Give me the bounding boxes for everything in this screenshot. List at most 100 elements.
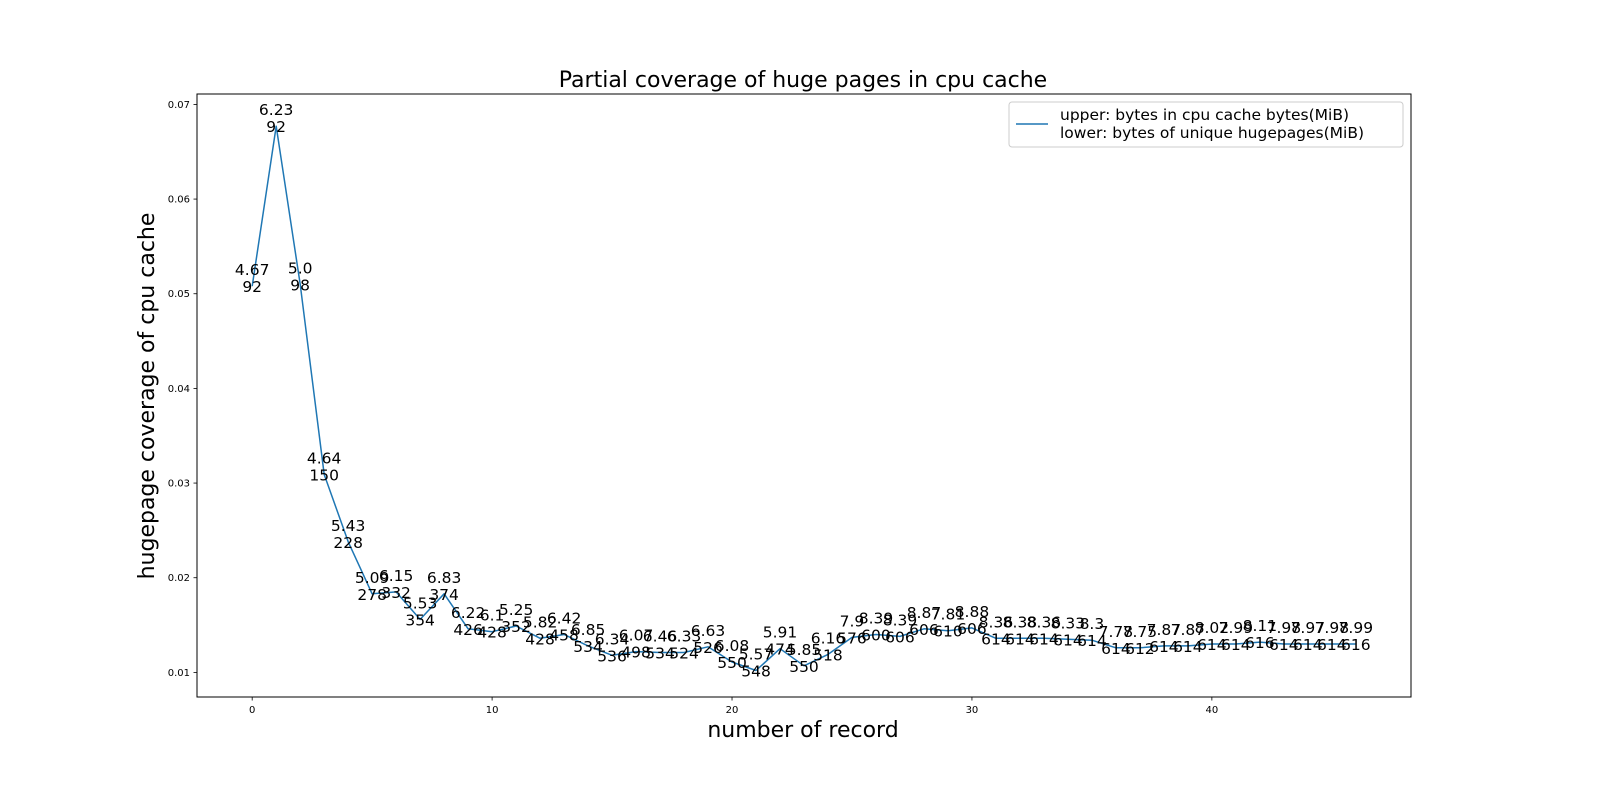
y-tick-label-0.01: 0.01: [168, 668, 190, 679]
data-label-upper-16: 6.07: [619, 627, 654, 645]
data-label-upper-42: 8.11: [1243, 617, 1278, 635]
data-label-40: 8.02 614: [1195, 619, 1230, 654]
data-label-upper-4: 5.43: [331, 517, 366, 535]
data-label-2: 5.0 98: [288, 259, 313, 294]
data-label-lower-16: 498: [621, 644, 651, 662]
data-label-upper-25: 7.9: [840, 612, 865, 630]
data-label-19: 6.63 526: [691, 622, 726, 657]
data-label-upper-23: 5.85: [787, 641, 822, 659]
y-tick-label-0.05: 0.05: [168, 289, 190, 300]
data-label-lower-28: 606: [909, 621, 939, 639]
data-label-38: 7.87 614: [1147, 621, 1182, 656]
data-label-lower-14: 534: [573, 638, 603, 656]
data-label-lower-1: 92: [266, 118, 286, 136]
data-label-upper-28: 8.87: [907, 604, 942, 622]
axis-ticks: 0 10 20 30 40 0.01 0.02 0.03 0.04 0.05 0.06 0.07: [168, 100, 1218, 716]
x-tick-label-20: 20: [726, 705, 739, 716]
legend-box: [1008, 101, 1404, 148]
data-label-45: 7.98 614: [1315, 619, 1350, 654]
data-label-lower-39: 614: [1173, 638, 1203, 656]
data-label-lower-38: 614: [1149, 638, 1179, 656]
data-label-21: 5.57 548: [739, 645, 774, 680]
data-label-26: 8.39 600: [859, 610, 894, 645]
data-label-17: 6.46 534: [643, 628, 678, 663]
y-tick-label-0.02: 0.02: [168, 573, 190, 584]
chart-title: Partial coverage of huge pages in cpu ca…: [559, 68, 1047, 93]
y-tick-label-0.07: 0.07: [168, 100, 190, 111]
x-tick-label-30: 30: [966, 705, 979, 716]
data-label-22: 5.91 474: [763, 624, 798, 659]
data-label-upper-27: 8.39: [883, 611, 918, 629]
data-label-7: 5.53 354: [403, 594, 438, 629]
data-label-14: 6.85 534: [571, 621, 606, 656]
y-tick-label-0.06: 0.06: [168, 195, 190, 206]
data-label-upper-22: 5.91: [763, 624, 798, 642]
data-label-27: 8.39 606: [883, 611, 918, 646]
data-label-lower-40: 614: [1197, 636, 1227, 654]
data-label-4: 5.43 228: [331, 517, 366, 552]
data-label-upper-35: 8.3: [1080, 615, 1105, 633]
data-label-lower-32: 614: [1005, 630, 1035, 648]
data-label-upper-0: 4.67: [235, 261, 270, 279]
data-label-33: 8.36 614: [1027, 613, 1062, 648]
data-label-lower-10: 428: [477, 624, 507, 642]
data-label-upper-44: 7.97: [1291, 619, 1326, 637]
data-label-upper-5: 5.09: [355, 569, 390, 587]
data-label-12: 5.82 428: [523, 613, 558, 648]
data-label-lower-37: 612: [1125, 640, 1155, 658]
legend-entry-line-2: lower: bytes of unique hugepages(MiB): [1060, 124, 1364, 142]
data-label-6: 6.15 332: [379, 567, 414, 602]
data-label-25: 7.9 576: [837, 612, 867, 647]
data-label-11: 5.25 352: [499, 601, 534, 636]
data-label-lower-27: 606: [885, 628, 915, 646]
data-label-upper-2: 5.0: [288, 259, 313, 277]
data-label-lower-45: 614: [1317, 636, 1347, 654]
data-label-upper-38: 7.87: [1147, 621, 1182, 639]
data-label-upper-10: 6.1: [480, 607, 505, 625]
data-label-upper-1: 6.23: [259, 101, 294, 119]
data-label-lower-2: 98: [290, 276, 310, 294]
data-label-lower-36: 614: [1101, 640, 1131, 658]
data-label-lower-7: 354: [405, 611, 435, 629]
data-label-lower-5: 278: [357, 586, 387, 604]
legend-entry-line-1: upper: bytes in cpu cache bytes(MiB): [1060, 106, 1349, 124]
data-label-lower-44: 614: [1293, 636, 1323, 654]
data-label-upper-17: 6.46: [643, 628, 678, 646]
data-label-upper-36: 7.78: [1099, 623, 1134, 641]
data-label-upper-11: 5.25: [499, 601, 534, 619]
x-tick-label-10: 10: [486, 705, 499, 716]
data-label-35: 8.3 614: [1077, 615, 1107, 650]
data-label-upper-15: 6.34: [595, 630, 630, 648]
data-label-41: 7.99 614: [1219, 619, 1254, 654]
data-label-upper-3: 4.64: [307, 450, 342, 468]
data-label-lower-22: 474: [765, 641, 795, 659]
data-label-13: 6.42 458: [547, 610, 582, 645]
data-label-lower-23: 550: [789, 658, 819, 676]
data-label-upper-40: 8.02: [1195, 619, 1230, 637]
data-label-39: 7.87 614: [1171, 621, 1206, 656]
data-label-46: 7.99 616: [1339, 619, 1374, 654]
data-label-1: 6.23 92: [259, 101, 294, 136]
data-label-24: 6.16 518: [811, 629, 846, 664]
y-axis-label: hugepage coverage of cpu cache: [135, 213, 160, 580]
data-label-lower-21: 548: [741, 662, 771, 680]
data-label-18: 6.33 524: [667, 628, 702, 663]
legend: upper: bytes in cpu cache bytes(MiB) low…: [1008, 101, 1404, 148]
data-label-lower-46: 616: [1341, 636, 1371, 654]
data-label-upper-20: 6.08: [715, 637, 750, 655]
data-label-upper-9: 6.22: [451, 604, 486, 622]
data-label-lower-17: 534: [645, 645, 675, 663]
data-label-43: 7.98 614: [1267, 619, 1302, 654]
data-label-lower-15: 536: [597, 647, 627, 665]
data-label-31: 8.36 614: [979, 613, 1014, 648]
data-label-5: 5.09 278: [355, 569, 390, 604]
data-label-36: 7.78 614: [1099, 623, 1134, 658]
data-label-upper-18: 6.33: [667, 628, 702, 646]
data-label-upper-43: 7.98: [1267, 619, 1302, 637]
data-label-42: 8.11 616: [1243, 617, 1278, 652]
data-label-lower-34: 614: [1053, 631, 1083, 649]
data-label-28: 8.87 606: [907, 604, 942, 639]
data-label-lower-43: 614: [1269, 636, 1299, 654]
